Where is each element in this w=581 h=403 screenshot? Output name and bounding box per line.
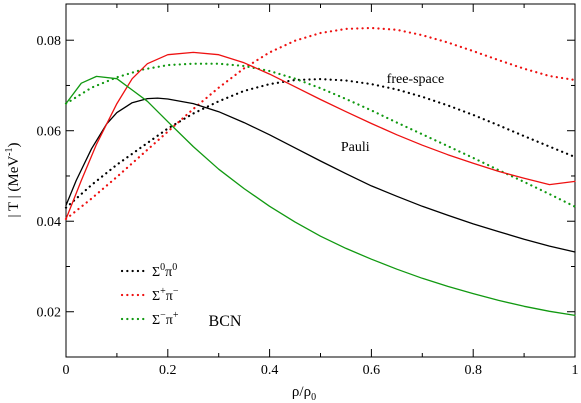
series-line-1-dotted: [64, 77, 577, 209]
ticks: 0 0.2 0.4 0.6 0.8 1 0.02 0.04 0.06 0.08: [37, 4, 579, 378]
x-tick-label: 0.4: [261, 363, 279, 378]
series-line-5-solid: [65, 51, 576, 220]
series-line-6-solid: [65, 75, 576, 317]
series-line-2-dotted: [64, 26, 577, 221]
legend: Σ0π0 Σ+π− Σ−π+: [120, 262, 179, 328]
annotation-free-space: free-space: [387, 72, 445, 87]
x-axis-title: ρ/ρ0: [292, 384, 316, 403]
annotations: free-space Pauli BCN: [209, 72, 445, 330]
y-tick-label: 0.04: [37, 215, 62, 230]
x-tick-label: 0.6: [363, 363, 381, 378]
annotation-pauli: Pauli: [341, 140, 370, 155]
annotation-bcn: BCN: [209, 313, 242, 330]
x-tick-label: 0.2: [159, 363, 177, 378]
x-tick-label: 0.8: [464, 363, 482, 378]
x-tick-label: 1: [572, 363, 579, 378]
x-tick-label: 0: [63, 363, 70, 378]
y-tick-label: 0.06: [37, 125, 62, 140]
series-line-4-solid: [65, 97, 576, 253]
legend-label: Σ0π0: [152, 262, 177, 280]
y-axis-title-sup: -1: [4, 147, 15, 155]
x-axis-title-main: ρ/ρ: [292, 384, 311, 400]
y-tick-label: 0.08: [37, 34, 62, 49]
plot-frame: [65, 3, 576, 358]
legend-label: Σ−π+: [152, 310, 179, 328]
series-line-3-dotted: [64, 62, 577, 208]
y-axis-title-main: | T | (MeV: [6, 156, 22, 218]
y-axis-title: | T | (MeV-1): [4, 142, 22, 217]
y-axis-title-end: ): [6, 142, 22, 147]
x-axis-title-sub: 0: [311, 392, 316, 403]
series-layer: [64, 26, 577, 317]
y-tick-label: 0.02: [37, 306, 62, 321]
legend-label: Σ+π−: [152, 286, 179, 304]
